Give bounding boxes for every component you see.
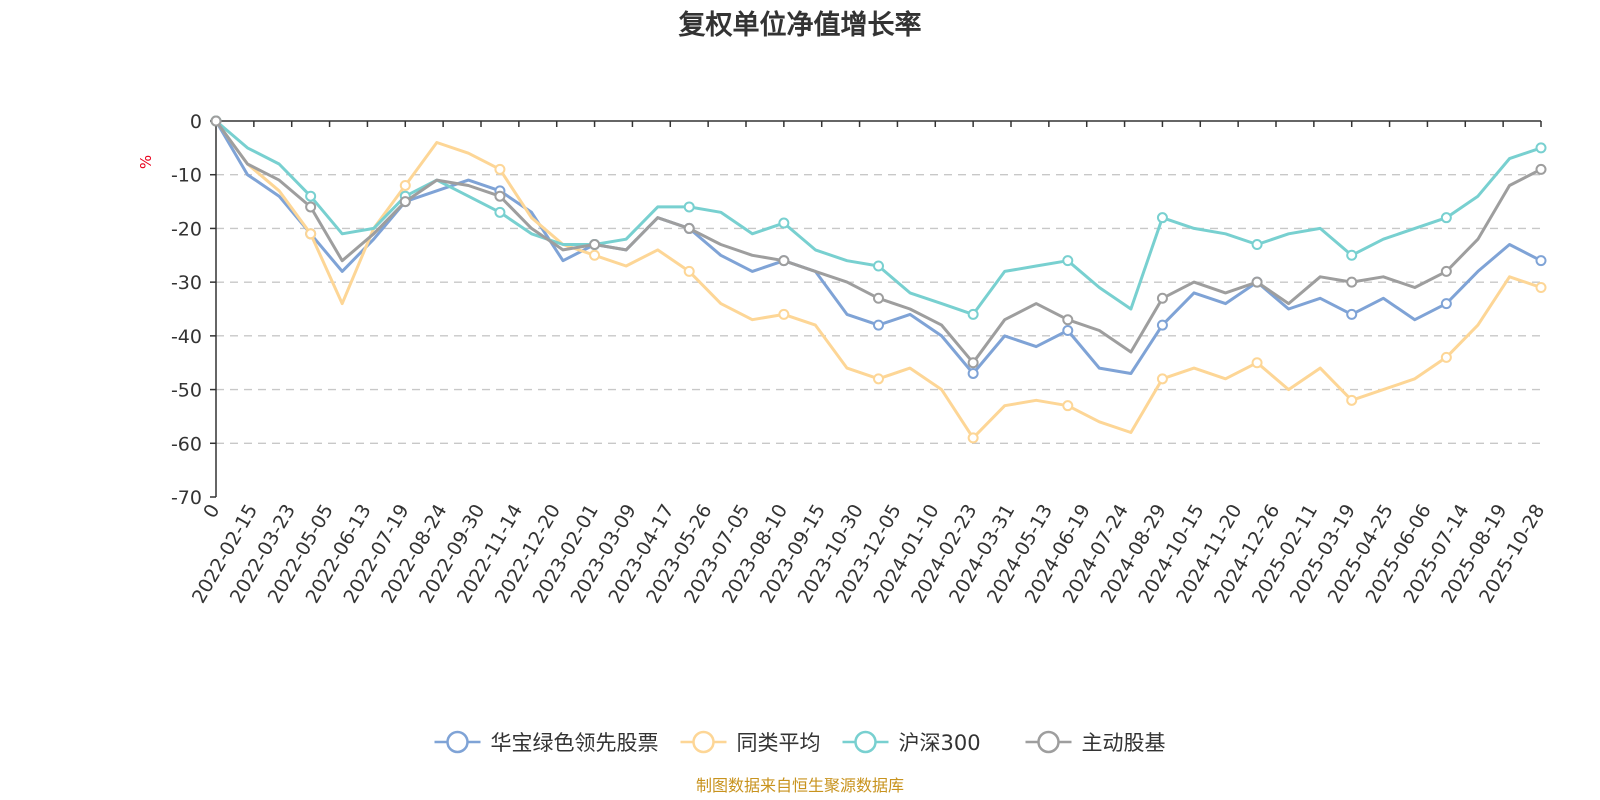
legend-marker	[1037, 730, 1060, 754]
data-point	[967, 357, 979, 369]
legend-item[interactable]: 同类平均	[680, 730, 821, 755]
legend[interactable]: 华宝绿色领先股票 同类平均 沪深300 主动股基	[434, 730, 1166, 755]
series-layer	[210, 115, 1547, 444]
data-point	[683, 222, 695, 234]
data-point	[967, 367, 979, 379]
y-tick-label: -30	[171, 272, 202, 294]
legend-marker	[854, 730, 877, 754]
data-point	[873, 319, 884, 331]
data-point	[873, 373, 884, 385]
data-point	[778, 308, 790, 320]
data-point	[210, 115, 222, 127]
data-point	[589, 239, 601, 251]
legend-item[interactable]: 沪深300	[842, 730, 981, 755]
y-axis-unit: %	[137, 155, 155, 169]
data-point	[1156, 212, 1168, 224]
data-point	[494, 190, 506, 202]
data-point	[1535, 142, 1547, 154]
legend-marker	[692, 730, 715, 754]
y-tick-label: -10	[171, 165, 202, 187]
data-point	[1062, 324, 1074, 336]
legend-marker	[446, 730, 469, 754]
data-point	[589, 249, 601, 261]
legend-label: 同类平均	[737, 731, 821, 755]
chart-title: 复权单位净值增长率	[679, 9, 922, 41]
data-point	[1156, 373, 1168, 385]
data-point	[873, 260, 884, 272]
data-point	[1535, 163, 1547, 175]
data-point	[494, 206, 506, 218]
data-point	[1440, 265, 1452, 277]
series-0	[210, 115, 1547, 379]
data-point	[1440, 351, 1452, 363]
axis-layer: 0-10-20-30-40-50-60-7002022-02-152022-03…	[171, 111, 1549, 607]
data-point	[1346, 276, 1358, 288]
series-line	[215, 119, 1542, 316]
legend-label: 主动股基	[1082, 731, 1166, 755]
data-point	[494, 163, 506, 175]
data-point	[873, 292, 884, 304]
y-tick-label: -50	[171, 380, 202, 402]
source-note: 制图数据来自恒生聚源数据库	[696, 776, 904, 795]
data-point	[1156, 292, 1168, 304]
data-point	[305, 228, 317, 240]
data-point	[1251, 357, 1263, 369]
data-point	[683, 201, 695, 213]
data-point	[1251, 276, 1263, 288]
data-point	[967, 432, 979, 444]
data-point	[1062, 400, 1074, 412]
data-point	[778, 217, 790, 229]
data-point	[305, 201, 317, 213]
data-point	[1440, 298, 1452, 310]
data-point	[305, 190, 317, 202]
legend-label: 沪深300	[899, 731, 981, 755]
data-point	[683, 265, 695, 277]
y-tick-label: -70	[171, 487, 202, 509]
y-tick-label: -20	[171, 218, 202, 240]
legend-label: 华宝绿色领先股票	[491, 731, 659, 755]
data-point	[1535, 282, 1547, 294]
data-point	[1346, 249, 1358, 261]
legend-item[interactable]: 华宝绿色领先股票	[434, 730, 659, 755]
y-tick-label: 0	[190, 111, 202, 133]
data-point	[1062, 255, 1074, 267]
y-tick-label: -60	[171, 433, 202, 455]
data-point	[1346, 394, 1358, 406]
data-point	[1440, 212, 1452, 224]
data-point	[1062, 314, 1074, 326]
data-point	[1535, 255, 1547, 267]
data-point	[399, 179, 411, 191]
data-point	[1346, 308, 1358, 320]
legend-item[interactable]: 主动股基	[1025, 730, 1166, 755]
series-3	[210, 115, 1547, 369]
y-tick-label: -40	[171, 326, 202, 348]
series-2	[210, 115, 1547, 320]
data-point	[1251, 239, 1263, 251]
data-point	[778, 255, 790, 267]
series-1	[210, 115, 1547, 444]
data-point	[967, 308, 979, 320]
grid-layer	[216, 174, 1541, 444]
x-tick-label: 0	[199, 501, 224, 522]
data-point	[399, 196, 411, 208]
data-point	[1156, 319, 1168, 331]
